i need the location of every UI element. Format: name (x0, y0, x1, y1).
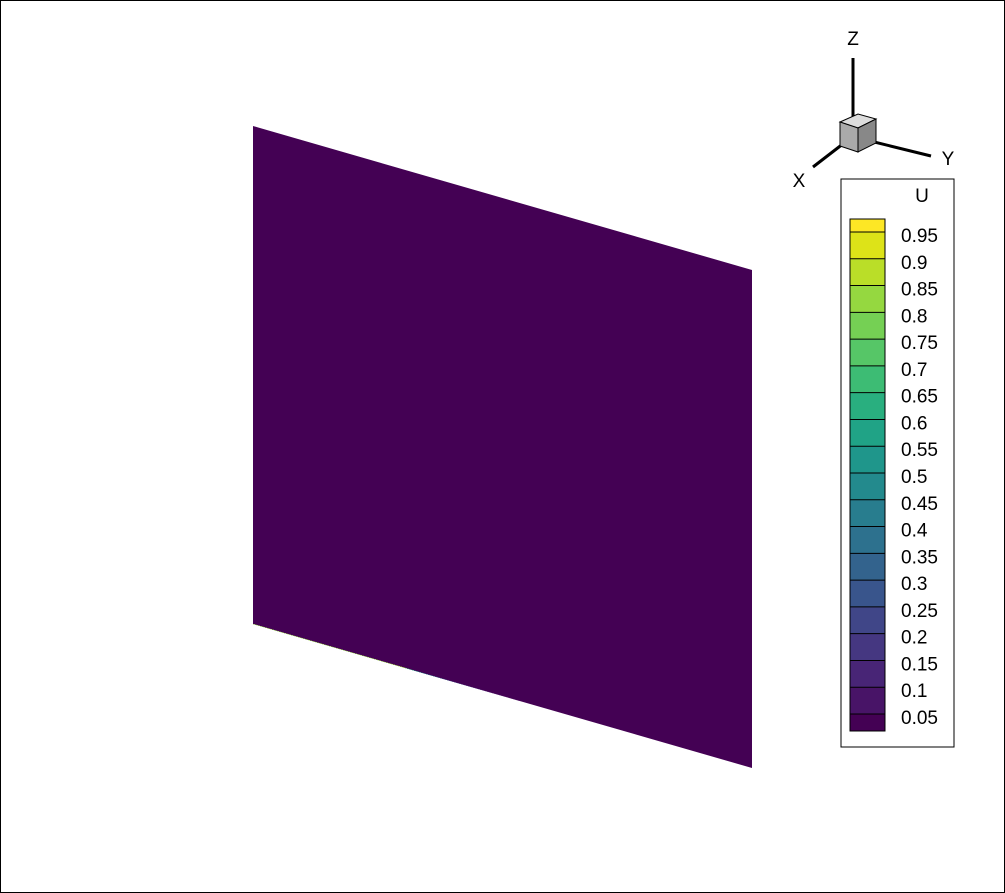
tick-label: 0.2 (901, 628, 927, 649)
tick-label: 0.85 (901, 280, 938, 301)
tick-label: 0.05 (901, 708, 938, 729)
tick-label: 0.75 (901, 333, 938, 354)
axis-label: Y (942, 149, 955, 170)
color-band (850, 258, 885, 286)
color-band (850, 580, 885, 607)
color-band (850, 633, 885, 661)
axis-label: X (793, 171, 806, 192)
color-band (850, 553, 885, 581)
tick-label: 0.35 (901, 547, 938, 568)
color-band (850, 526, 885, 554)
tick-label: 0.8 (901, 306, 927, 327)
legend: U 0.05 0.1 0.15 0.2 0.25 0.3 0.35 0.4 0.45 0.5 0.5… (840, 178, 955, 748)
color-band (850, 392, 885, 420)
tick-label: 0.25 (901, 601, 938, 622)
tick-label: 0.9 (901, 253, 927, 274)
color-band (850, 499, 885, 527)
color-band (850, 446, 885, 473)
legend-title: U (915, 186, 929, 207)
tick-label: 0.95 (901, 226, 938, 247)
color-band (850, 419, 885, 447)
color-band (850, 232, 885, 259)
color-band (850, 339, 885, 366)
color-band (850, 312, 885, 340)
color-band (850, 714, 885, 731)
tick-label: 0.3 (901, 574, 927, 595)
color-band (850, 473, 885, 500)
axis-label: Z (847, 29, 859, 50)
axes-triad: Z Y X (793, 29, 955, 192)
tick-label: 0.15 (901, 654, 938, 675)
tick-label: 0.5 (901, 467, 927, 488)
color-band (850, 660, 885, 688)
colorbar-outline (849, 218, 886, 732)
color-band (850, 365, 885, 393)
tick-label: 0.65 (901, 387, 938, 408)
tick-label: 0.55 (901, 440, 938, 461)
color-band (850, 219, 885, 232)
color-band (850, 285, 885, 313)
color-band (850, 687, 885, 714)
plane-background (253, 126, 752, 768)
tick-label: 0.1 (901, 681, 927, 702)
color-band (850, 606, 885, 634)
tick-label: 0.4 (901, 521, 928, 542)
tick-label: 0.6 (901, 413, 927, 434)
tick-label: 0.7 (901, 360, 927, 381)
tick-label: 0.45 (901, 494, 938, 515)
